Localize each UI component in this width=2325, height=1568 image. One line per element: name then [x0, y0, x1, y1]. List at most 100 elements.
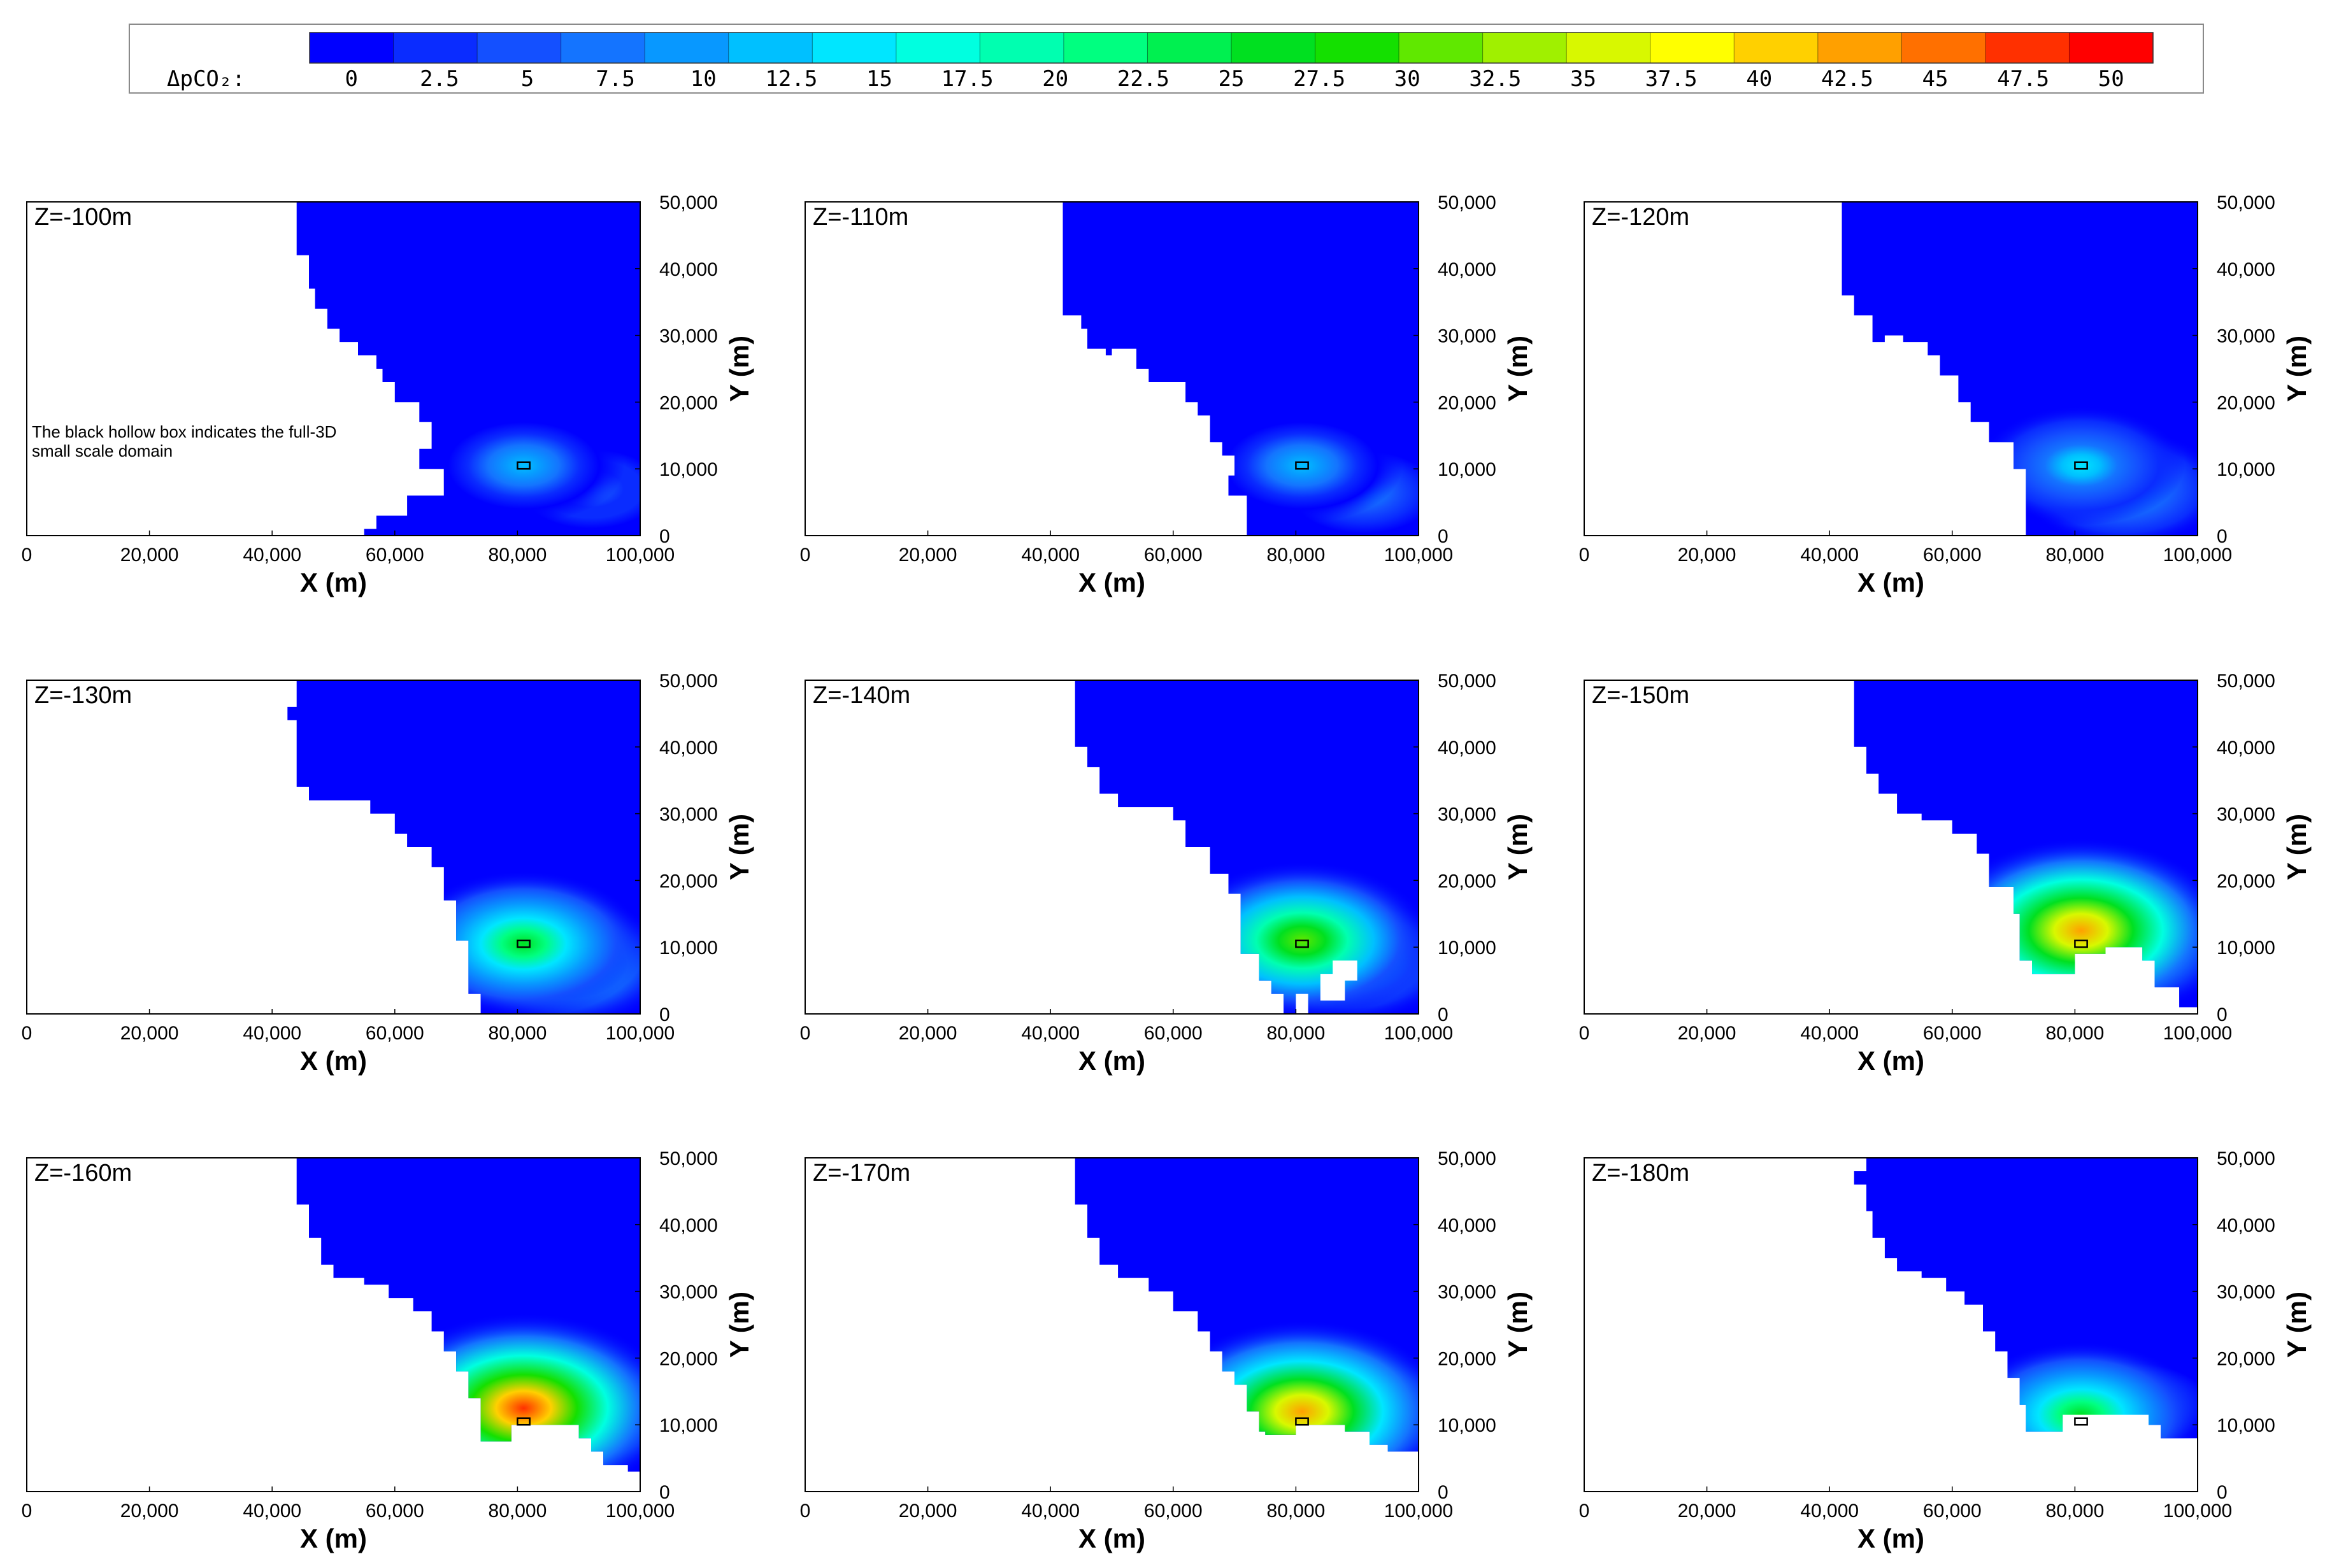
y-tick-label: 0	[659, 1482, 670, 1503]
x-tick-label: 100,000	[1384, 1500, 1453, 1522]
colorbar-legend: ΔpCO₂: 0 2.5 5 7.5 10 12.5 15 17.5 20 22.5 25 27.5 30…	[129, 24, 2204, 94]
colorbar-segment	[728, 32, 813, 63]
colorbar-tick-label: 32.5	[1469, 66, 1521, 92]
x-tick-label: 60,000	[366, 545, 424, 566]
colorbar-tick-label: 22.5	[1117, 66, 1170, 92]
plot-frame	[805, 201, 1419, 536]
x-tick-label: 20,000	[1678, 1023, 1736, 1044]
colorbar-segment	[1147, 32, 1232, 63]
x-tick-label: 20,000	[120, 545, 179, 566]
y-tick-label: 20,000	[1438, 1348, 1496, 1369]
y-axis-label: Y (m)	[1503, 1292, 1533, 1358]
colorbar-tick-label: 10	[690, 66, 717, 92]
depth-label: Z=-160m	[34, 1160, 132, 1187]
contour-panel: Z=-160m 0 20,000 40,000 60,000 80,000 100,000 0…	[22, 1148, 754, 1553]
y-axis-label: Y (m)	[2282, 1292, 2312, 1358]
y-tick-label: 50,000	[659, 192, 718, 213]
colorbar-segment	[1734, 32, 1819, 63]
colorbar-segment	[2069, 32, 2154, 63]
colorbar-tick-label: 47.5	[1997, 66, 2049, 92]
colorbar-segment	[812, 32, 897, 63]
colorbar-segment	[393, 32, 478, 63]
x-tick-label: 40,000	[1021, 1500, 1080, 1522]
x-axis-label: X (m)	[1078, 1523, 1145, 1553]
small-scale-domain-box	[1295, 1417, 1309, 1426]
y-tick-label: 40,000	[2217, 259, 2275, 280]
y-tick-label: 20,000	[2217, 392, 2275, 413]
colorbar-segment	[1231, 32, 1316, 63]
y-tick-label: 40,000	[2217, 1215, 2275, 1236]
contour-panel: Z=-130m 0 20,000 40,000 60,000 80,000 100,000 0…	[22, 671, 754, 1076]
depth-label: Z=-170m	[813, 1160, 910, 1187]
x-tick-label: 20,000	[899, 1023, 957, 1044]
x-tick-label: 40,000	[243, 545, 301, 566]
y-tick-label: 30,000	[659, 1282, 718, 1303]
plot-frame	[1584, 1157, 2198, 1492]
y-tick-label: 40,000	[1438, 738, 1496, 759]
y-tick-label: 10,000	[659, 937, 718, 959]
x-axis-label: X (m)	[1857, 567, 1924, 597]
y-tick-label: 50,000	[2217, 1148, 2275, 1169]
x-tick-label: 80,000	[2046, 1023, 2105, 1044]
colorbar: ΔpCO₂: 0 2.5 5 7.5 10 12.5 15 17.5 20 22.5 25 27.5 30…	[167, 32, 2154, 92]
x-tick-label: 80,000	[1267, 545, 1326, 566]
x-tick-label: 60,000	[1144, 1023, 1203, 1044]
plot-frame	[26, 680, 641, 1015]
x-axis-label: X (m)	[1857, 1523, 1924, 1553]
colorbar-tick-label: 37.5	[1645, 66, 1698, 92]
x-tick-label: 40,000	[1021, 545, 1080, 566]
y-tick-label: 20,000	[659, 392, 718, 413]
x-tick-label: 40,000	[1021, 1023, 1080, 1044]
x-tick-label: 0	[800, 1023, 811, 1044]
annotation-note: The black hollow box indicates the full-…	[32, 422, 336, 441]
colorbar-segment	[561, 32, 645, 63]
y-tick-label: 50,000	[659, 671, 718, 692]
colorbar-segment	[1482, 32, 1567, 63]
small-scale-domain-box	[517, 1417, 531, 1426]
y-tick-label: 0	[2217, 1482, 2228, 1503]
y-tick-label: 50,000	[2217, 671, 2275, 692]
y-tick-label: 40,000	[1438, 259, 1496, 280]
y-tick-label: 30,000	[659, 804, 718, 825]
colorbar-tick-label: 35	[1570, 66, 1596, 92]
y-tick-label: 30,000	[2217, 1282, 2275, 1303]
colorbar-segment	[1985, 32, 2070, 63]
colorbar-segment	[1399, 32, 1484, 63]
depth-label: Z=-130m	[34, 682, 132, 709]
y-axis-label: Y (m)	[1503, 336, 1533, 402]
y-axis-label: Y (m)	[2282, 336, 2312, 402]
y-tick-label: 30,000	[659, 326, 718, 347]
plot-frame	[1584, 680, 2198, 1015]
land-island	[1296, 994, 1308, 1014]
y-tick-label: 40,000	[659, 1215, 718, 1236]
x-tick-label: 60,000	[1923, 1023, 1982, 1044]
y-tick-label: 20,000	[2217, 871, 2275, 892]
x-tick-label: 20,000	[120, 1500, 179, 1522]
colorbar-segment	[1063, 32, 1148, 63]
x-tick-label: 20,000	[899, 545, 957, 566]
x-tick-label: 60,000	[366, 1500, 424, 1522]
land-island	[1320, 960, 1357, 1001]
x-tick-label: 20,000	[1678, 545, 1736, 566]
colorbar-tick-label: 17.5	[941, 66, 994, 92]
y-tick-label: 20,000	[1438, 871, 1496, 892]
co2-plume	[371, 1313, 640, 1472]
co2-plume	[1932, 837, 2198, 1008]
colorbar-tick-label: 50	[2098, 66, 2124, 92]
y-tick-label: 0	[2217, 1004, 2228, 1025]
x-tick-label: 40,000	[1800, 545, 1859, 566]
x-tick-label: 0	[22, 545, 32, 566]
small-scale-domain-box	[517, 939, 531, 948]
colorbar-segment	[477, 32, 562, 63]
y-tick-label: 10,000	[1438, 1415, 1496, 1436]
y-tick-label: 50,000	[1438, 192, 1496, 213]
x-tick-label: 100,000	[606, 1023, 675, 1044]
y-tick-label: 50,000	[659, 1148, 718, 1169]
x-axis-label: X (m)	[300, 567, 367, 597]
y-tick-label: 30,000	[2217, 326, 2275, 347]
colorbar-tick-label: 0	[345, 66, 358, 92]
colorbar-tick-label: 25	[1219, 66, 1245, 92]
